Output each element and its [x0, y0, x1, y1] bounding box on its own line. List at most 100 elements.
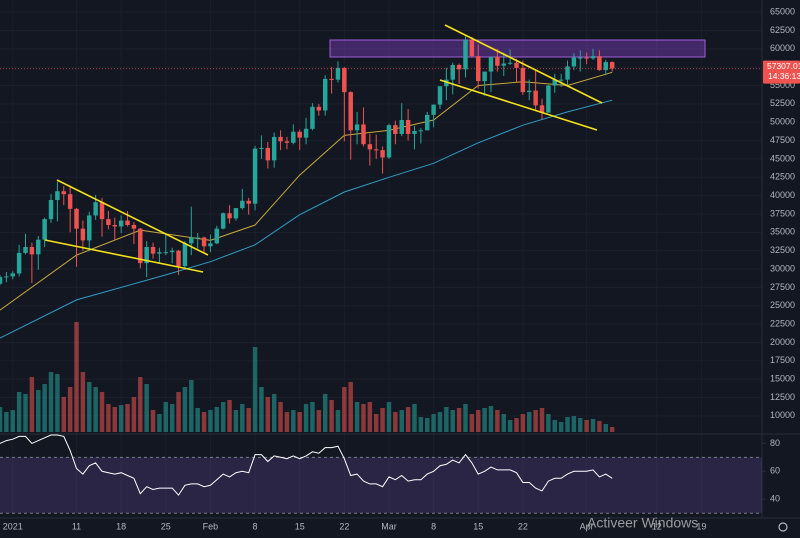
candle-body — [278, 136, 283, 142]
trendline — [56, 179, 209, 256]
candle-body — [208, 243, 213, 247]
rsi-tick-label: 60 — [770, 466, 780, 476]
candle-body — [227, 213, 232, 219]
candle-body — [182, 243, 188, 267]
volume-bar — [386, 402, 392, 432]
x-tick-label: 8 — [431, 521, 436, 531]
volume-bar — [533, 410, 538, 432]
candle-body — [87, 215, 92, 241]
candle-body — [373, 149, 379, 151]
candle-body — [310, 106, 315, 129]
candle-body — [418, 130, 424, 132]
x-tick-label: 8 — [253, 521, 258, 531]
candle-body — [99, 202, 105, 220]
candle-body — [437, 86, 443, 105]
y-tick-label: 62500 — [770, 25, 795, 35]
volume-bar — [603, 424, 609, 432]
candle-body — [150, 247, 156, 254]
volume-bar — [578, 418, 583, 432]
candle-body — [399, 120, 404, 134]
volume-bar — [176, 392, 181, 432]
x-tick-label: 15 — [473, 521, 483, 531]
candle-body — [29, 247, 35, 255]
volume-bar — [444, 407, 449, 432]
candle-body — [412, 131, 417, 134]
volume-bar — [48, 372, 54, 432]
volume-bar — [61, 397, 66, 432]
x-tick-label: 22 — [339, 521, 349, 531]
candle-body — [4, 276, 9, 278]
x-tick-label: 25 — [161, 521, 171, 531]
volume-bar — [284, 412, 290, 432]
settings-icon[interactable] — [778, 522, 788, 532]
volume-bar — [36, 390, 41, 432]
y-tick-label: 37500 — [770, 208, 795, 218]
moving-average — [0, 99, 613, 339]
candle-body — [201, 237, 207, 247]
y-tick-label: 17500 — [770, 355, 795, 365]
volume-bar — [571, 416, 577, 432]
y-tick-label: 30000 — [770, 263, 795, 273]
candle-body — [367, 144, 373, 150]
candle-body — [539, 105, 545, 113]
volume-bar — [118, 405, 124, 432]
volume-bar — [565, 417, 570, 432]
y-tick-label: 10000 — [770, 410, 795, 420]
volume-bar — [55, 374, 60, 432]
candle-body — [590, 56, 596, 59]
y-tick-label: 12500 — [770, 392, 795, 402]
candle-body — [456, 64, 462, 70]
volume-bar — [456, 408, 462, 432]
candle-body — [329, 78, 334, 80]
rsi-band-fill — [0, 457, 762, 514]
candle-body — [55, 191, 60, 201]
candle-body — [106, 219, 111, 225]
candle-body — [0, 277, 3, 284]
volume-bar — [265, 397, 271, 432]
volume-bar — [329, 400, 334, 432]
trendline — [44, 239, 204, 273]
volume-bar — [469, 414, 475, 432]
volume-bar — [201, 412, 207, 432]
y-tick-label: 35000 — [770, 227, 795, 237]
y-tick-label: 45000 — [770, 153, 795, 163]
y-tick-label: 25000 — [770, 300, 795, 310]
volume-bar — [405, 407, 411, 432]
y-tick-label: 55000 — [770, 80, 795, 90]
candles — [0, 36, 615, 286]
candle-body — [169, 250, 175, 253]
y-tick-label: 32500 — [770, 245, 795, 255]
candle-body — [36, 239, 41, 255]
volume-bar — [16, 392, 22, 432]
candle-body — [10, 273, 15, 277]
candle-body — [405, 120, 411, 134]
candle-body — [546, 85, 551, 113]
volume-bar — [10, 410, 15, 432]
volume-bar — [278, 402, 283, 432]
volume-bar — [590, 419, 596, 432]
candle-body — [354, 124, 360, 131]
volume-bar — [488, 406, 494, 432]
volume-bar — [214, 407, 220, 432]
candle-body — [163, 252, 169, 254]
candle-body — [74, 208, 79, 229]
candle-body — [157, 252, 162, 254]
candle-body — [520, 67, 526, 93]
y-tick-label: 15000 — [770, 374, 795, 384]
bar-countdown: 14:36:13 — [768, 71, 800, 81]
volume-bar — [246, 408, 251, 432]
y-tick-label: 47500 — [770, 135, 795, 145]
candle-body — [565, 66, 570, 80]
x-tick-label: 18 — [116, 521, 126, 531]
candle-body — [552, 79, 557, 86]
candle-body — [533, 90, 538, 106]
volume-bar — [546, 414, 551, 432]
volume-bar — [501, 414, 506, 432]
candle-body — [61, 191, 66, 195]
volume-bar — [157, 414, 162, 432]
y-tick-label: 40000 — [770, 190, 795, 200]
volume-bar — [437, 412, 443, 432]
candle-body — [233, 208, 239, 219]
candle-body — [348, 92, 353, 131]
volume-bar — [367, 402, 373, 432]
